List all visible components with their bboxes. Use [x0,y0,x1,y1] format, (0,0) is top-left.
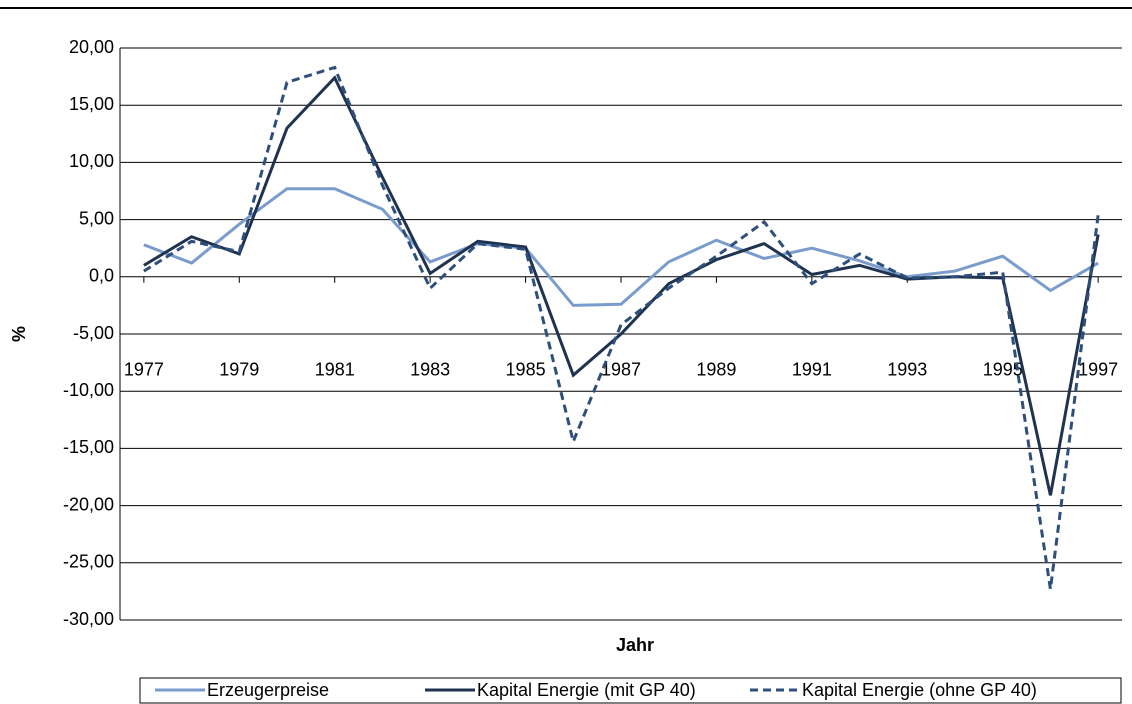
series-line [143,75,1100,496]
y-tick-label: 15,00 [69,94,114,114]
y-tick-label: 0,0 [89,266,114,286]
x-tick-label: 1993 [887,360,927,380]
x-tick-label: 1985 [506,360,546,380]
series-line [143,65,1100,590]
x-tick-label: 1991 [792,360,832,380]
y-tick-label: -30,00 [63,609,114,629]
legend-label: Kapital Energie (mit GP 40) [477,680,696,700]
x-tick-label: 1981 [315,360,355,380]
y-tick-label: -5,00 [73,323,114,343]
legend-label: Erzeugerpreise [207,680,329,700]
x-axis-label: Jahr [616,635,654,655]
x-tick-label: 1979 [219,360,259,380]
y-tick-label: -25,00 [63,552,114,572]
series-line [143,187,1099,307]
x-tick-label: 1995 [983,360,1023,380]
y-axis-label: % [9,326,29,342]
x-tick-label: 1977 [124,360,164,380]
x-tick-label: 1987 [601,360,641,380]
y-tick-label: -20,00 [63,494,114,514]
y-tick-label: 20,00 [69,37,114,57]
y-tick-label: 10,00 [69,151,114,171]
y-tick-label: -10,00 [63,380,114,400]
x-tick-label: 1989 [696,360,736,380]
x-tick-label: 1997 [1078,360,1118,380]
legend-box [139,677,1122,704]
legend-label: Kapital Energie (ohne GP 40) [802,680,1037,700]
y-tick-label: 5,00 [79,208,114,228]
x-tick-label: 1983 [410,360,450,380]
y-tick-label: -15,00 [63,437,114,457]
